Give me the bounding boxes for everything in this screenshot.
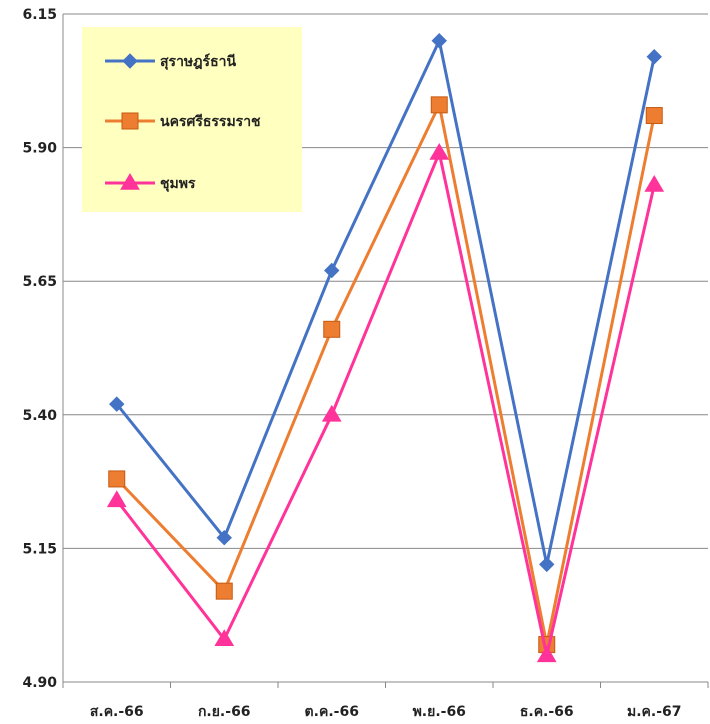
x-tick-label: ม.ค.-67 — [627, 704, 682, 720]
y-tick-label: 5.65 — [22, 274, 57, 290]
series-line — [115, 103, 656, 647]
data-point — [321, 404, 342, 422]
y-tick-label: 4.90 — [22, 675, 57, 691]
legend-marker — [120, 173, 140, 190]
series-line — [115, 39, 656, 566]
axes — [62, 14, 709, 688]
series-3 — [106, 142, 665, 663]
data-point — [108, 470, 126, 488]
data-point — [215, 582, 233, 600]
y-tick-label: 5.40 — [22, 408, 57, 424]
x-tick-label: ต.ค.-66 — [305, 704, 359, 720]
data-series — [106, 33, 665, 663]
legend-marker — [121, 112, 139, 130]
x-tick-label: พ.ย.-66 — [413, 704, 466, 720]
data-point — [645, 107, 663, 125]
y-tick-label: 5.90 — [22, 141, 57, 157]
data-point — [430, 96, 448, 114]
legend-label: สุราษฎร์ธานี — [160, 53, 236, 70]
data-point — [644, 175, 665, 192]
y-tick-label: 5.15 — [22, 541, 57, 557]
x-axis-tick-labels: ส.ค.-66 ก.ย.-66 ต.ค.-66 พ.ย.-66 ธ.ค.-66 ม.ค.-… — [90, 704, 682, 720]
data-point — [431, 33, 447, 49]
x-tick-label: ธ.ค.-66 — [520, 704, 574, 720]
x-tick-label: ส.ค.-66 — [90, 704, 144, 720]
series-line — [115, 151, 656, 657]
data-point — [109, 396, 125, 412]
data-point — [646, 49, 662, 65]
x-tick-label: ก.ย.-66 — [198, 704, 251, 720]
data-point — [324, 262, 340, 279]
y-axis-tick-labels: 4.90 5.15 5.40 5.65 5.90 6.15 — [22, 7, 57, 691]
data-point — [429, 142, 450, 160]
data-point — [323, 320, 341, 338]
legend-marker — [122, 53, 138, 69]
series-1 — [109, 33, 662, 573]
data-point — [106, 490, 127, 508]
legend-label: นครศรีธรรมราช — [160, 114, 261, 130]
data-point — [536, 645, 557, 663]
legend-label: ชุมพร — [160, 176, 196, 192]
data-point — [216, 530, 232, 546]
data-point — [214, 629, 235, 647]
y-tick-label: 6.15 — [22, 7, 57, 23]
data-point — [539, 556, 555, 573]
